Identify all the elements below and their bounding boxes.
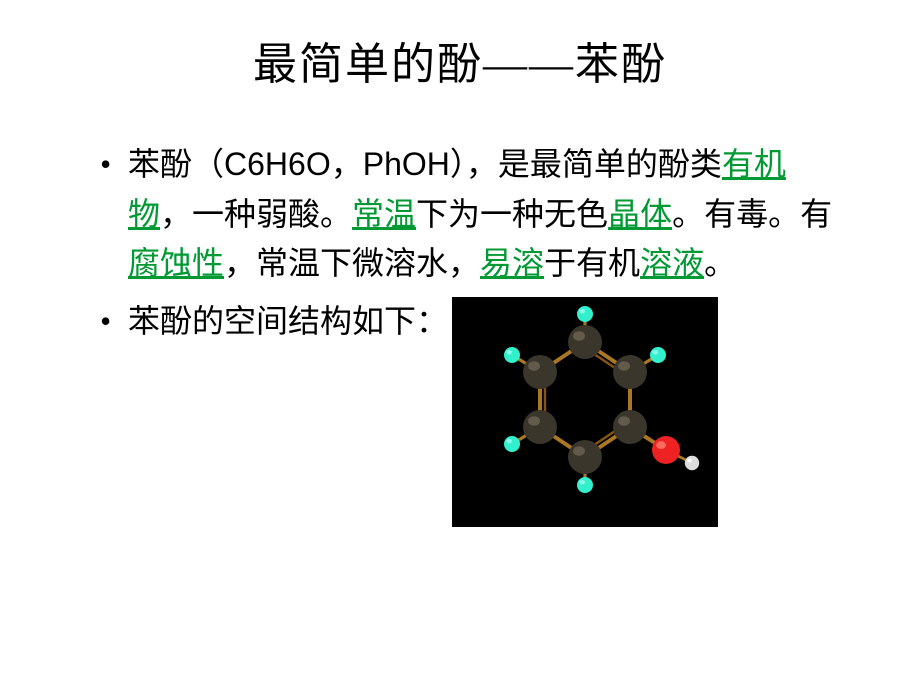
- slide-content: 苯酚（C6H6O，PhOH），是最简单的酚类有机物，一种弱酸。常温下为一种无色晶…: [40, 140, 880, 527]
- link-room-temp[interactable]: 常温: [352, 196, 416, 232]
- link-soluble[interactable]: 易溶: [480, 245, 544, 281]
- b1-formula: C6H6O，PhOH: [224, 146, 450, 182]
- bullet-2: 苯酚的空间结构如下：: [100, 297, 840, 527]
- link-crystal[interactable]: 晶体: [608, 196, 672, 232]
- b1-t3: 下为一种无色: [416, 196, 608, 232]
- b1-post-formula: ），是最简单的酚类: [450, 146, 722, 182]
- bullet-1: 苯酚（C6H6O，PhOH），是最简单的酚类有机物，一种弱酸。常温下为一种无色晶…: [100, 140, 840, 289]
- link-corrosive[interactable]: 腐蚀性: [128, 245, 224, 281]
- slide-title: 最简单的酚——苯酚: [40, 28, 880, 92]
- b1-t4: 。有毒。有: [672, 196, 832, 232]
- b1-t6: 于有机: [544, 245, 640, 281]
- molecule-diagram: [452, 297, 718, 527]
- link-solution[interactable]: 溶液: [640, 245, 704, 281]
- b1-pre: 苯酚（: [128, 146, 224, 182]
- b1-t2: ，一种弱酸。: [160, 196, 352, 232]
- b1-t5: ，常温下微溶水，: [224, 245, 480, 281]
- b1-t7: 。: [704, 245, 736, 281]
- b2-text: 苯酚的空间结构如下：: [128, 297, 448, 347]
